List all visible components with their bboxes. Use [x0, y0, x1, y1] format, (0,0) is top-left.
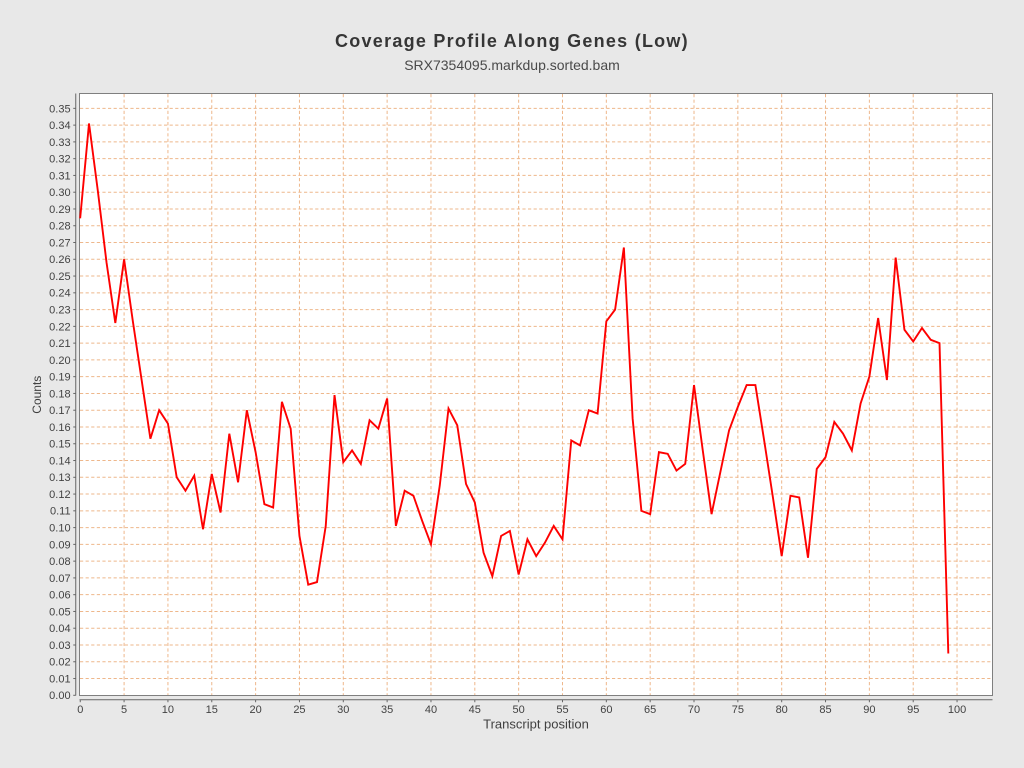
svg-text:80: 80	[776, 704, 788, 716]
svg-text:5: 5	[121, 704, 127, 716]
svg-text:0.03: 0.03	[49, 640, 70, 652]
svg-text:0.27: 0.27	[49, 237, 70, 249]
svg-text:0.20: 0.20	[49, 355, 70, 367]
svg-text:0: 0	[77, 704, 83, 716]
svg-text:70: 70	[688, 704, 700, 716]
svg-text:0.34: 0.34	[49, 120, 70, 132]
svg-text:85: 85	[819, 704, 831, 716]
svg-text:0.21: 0.21	[49, 338, 70, 350]
svg-text:Counts: Counts	[30, 376, 44, 414]
svg-text:0.13: 0.13	[49, 472, 70, 484]
svg-text:100: 100	[948, 704, 966, 716]
svg-text:0.32: 0.32	[49, 154, 70, 166]
svg-text:0.29: 0.29	[49, 204, 70, 216]
svg-text:0.01: 0.01	[49, 673, 70, 685]
svg-text:0.33: 0.33	[49, 137, 70, 149]
svg-text:25: 25	[293, 704, 305, 716]
svg-text:0.09: 0.09	[49, 539, 70, 551]
svg-text:Coverage Profile Along Genes (: Coverage Profile Along Genes (Low)	[335, 31, 689, 51]
svg-text:95: 95	[907, 704, 919, 716]
svg-text:0.00: 0.00	[49, 690, 70, 702]
svg-text:0.22: 0.22	[49, 321, 70, 333]
svg-text:45: 45	[469, 704, 481, 716]
svg-text:0.23: 0.23	[49, 304, 70, 316]
svg-text:0.31: 0.31	[49, 170, 70, 182]
svg-text:75: 75	[732, 704, 744, 716]
svg-text:0.10: 0.10	[49, 523, 70, 535]
svg-text:0.06: 0.06	[49, 590, 70, 602]
svg-text:0.14: 0.14	[49, 455, 70, 467]
svg-text:65: 65	[644, 704, 656, 716]
svg-text:0.05: 0.05	[49, 606, 70, 618]
svg-text:Transcript position: Transcript position	[483, 717, 589, 732]
svg-text:15: 15	[206, 704, 218, 716]
svg-text:0.07: 0.07	[49, 573, 70, 585]
svg-text:0.12: 0.12	[49, 489, 70, 501]
svg-text:0.26: 0.26	[49, 254, 70, 266]
svg-text:0.24: 0.24	[49, 288, 70, 300]
svg-text:0.28: 0.28	[49, 221, 70, 233]
svg-text:55: 55	[556, 704, 568, 716]
svg-text:35: 35	[381, 704, 393, 716]
svg-text:0.08: 0.08	[49, 556, 70, 568]
svg-text:0.25: 0.25	[49, 271, 70, 283]
svg-text:0.35: 0.35	[49, 103, 70, 115]
svg-text:10: 10	[162, 704, 174, 716]
svg-text:0.16: 0.16	[49, 422, 70, 434]
svg-text:20: 20	[249, 704, 261, 716]
svg-text:0.19: 0.19	[49, 372, 70, 384]
svg-text:30: 30	[337, 704, 349, 716]
svg-text:0.17: 0.17	[49, 405, 70, 417]
svg-text:0.04: 0.04	[49, 623, 70, 635]
svg-text:0.02: 0.02	[49, 657, 70, 669]
svg-text:40: 40	[425, 704, 437, 716]
svg-text:SRX7354095.markdup.sorted.bam: SRX7354095.markdup.sorted.bam	[404, 57, 620, 73]
svg-text:0.30: 0.30	[49, 187, 70, 199]
svg-text:90: 90	[863, 704, 875, 716]
svg-text:50: 50	[513, 704, 525, 716]
svg-text:0.15: 0.15	[49, 439, 70, 451]
svg-text:0.11: 0.11	[50, 506, 71, 518]
svg-text:0.18: 0.18	[49, 388, 70, 400]
svg-text:60: 60	[600, 704, 612, 716]
